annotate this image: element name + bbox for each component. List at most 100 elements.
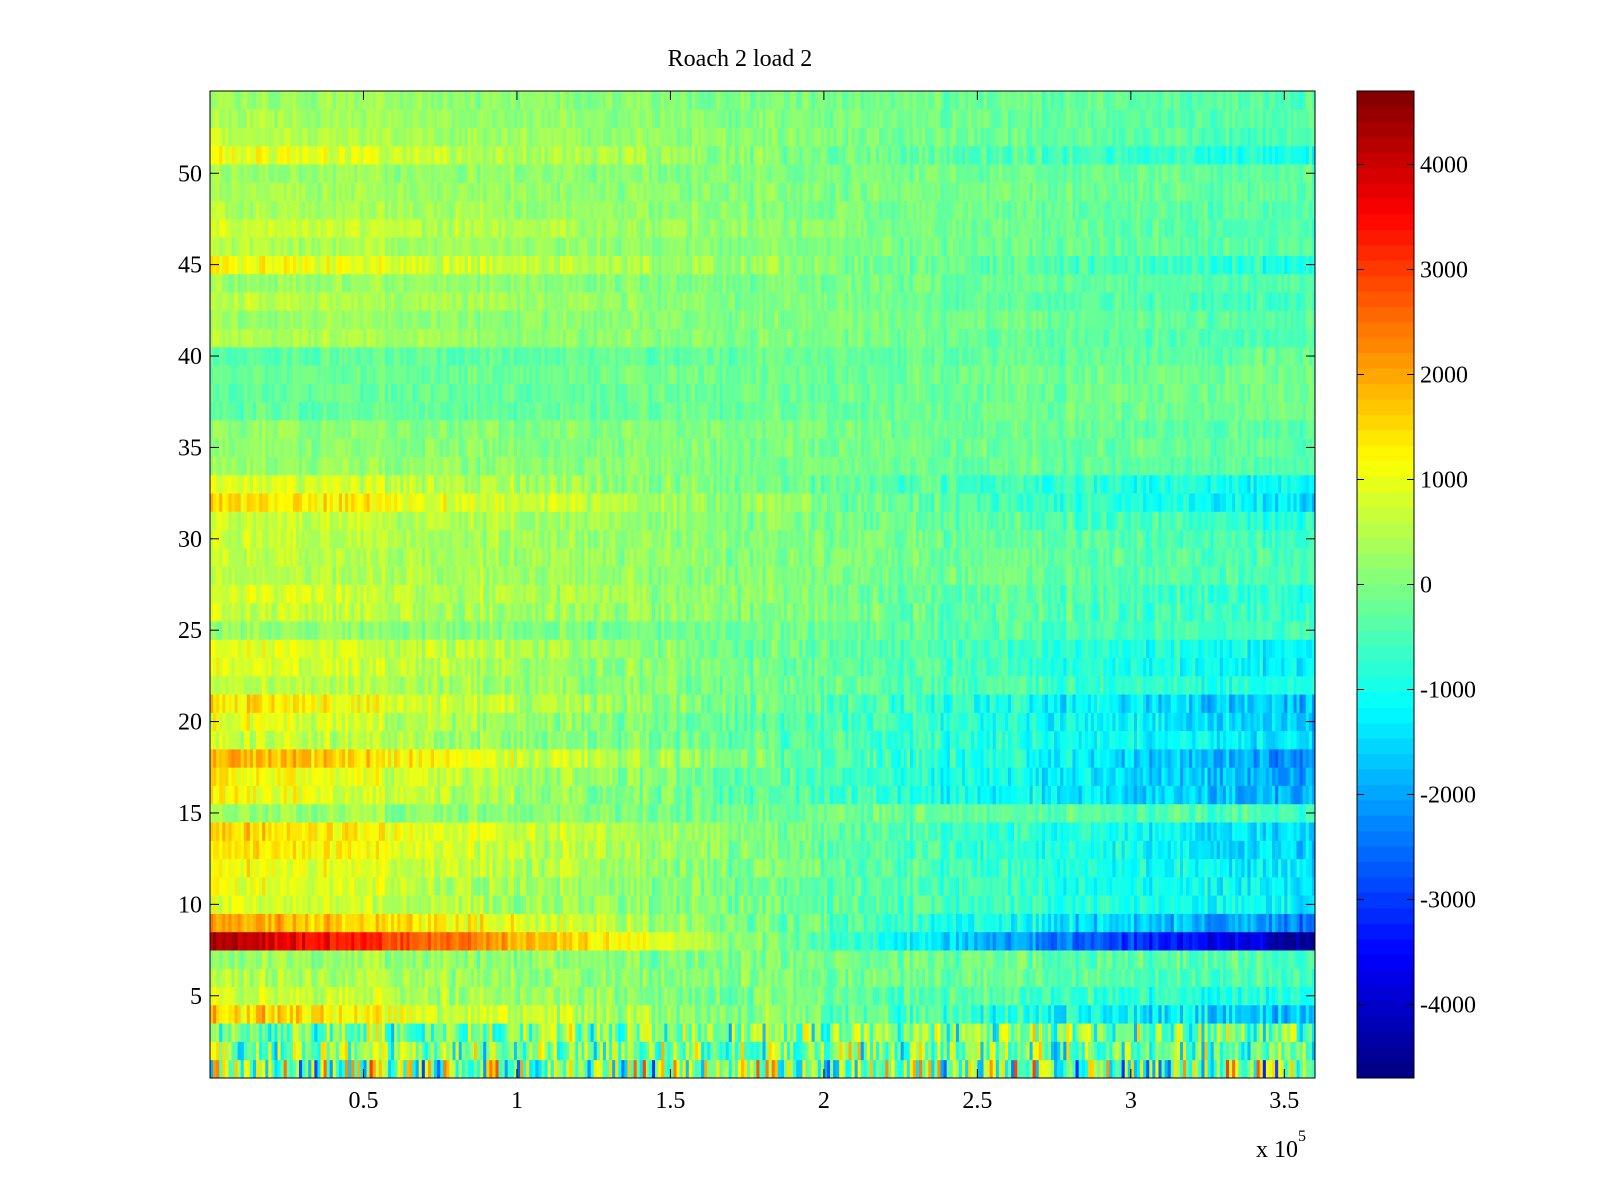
heatmap-cell [351,840,355,860]
heatmap-cell [596,968,601,988]
heatmap-cell [369,895,374,914]
heatmap-cell [1186,913,1190,933]
heatmap-cell [1222,840,1227,860]
heatmap-cell [483,1023,487,1042]
heatmap-cell [372,1059,377,1079]
heatmap-cell [1087,931,1092,951]
heatmap-cell [351,1023,355,1042]
heatmap-cell [578,876,582,896]
heatmap-cell [762,986,766,1006]
heatmap-cell [1170,895,1175,914]
heatmap-cell [946,1004,951,1024]
heatmap-cell [1032,968,1037,988]
heatmap-cell [980,895,984,914]
heatmap-cell [1121,968,1126,988]
heatmap-cell [464,1023,469,1042]
heatmap-cell [1216,1059,1221,1079]
heatmap-cell [1195,895,1199,914]
heatmap-cell [928,822,932,841]
heatmap-cell [1143,950,1147,969]
heatmap-cell [541,950,545,969]
heatmap-cell [1001,950,1006,969]
heatmap-cell [636,931,641,951]
heatmap-cell [516,931,521,951]
heatmap-cell [1173,950,1178,969]
heatmap-cell [971,968,975,988]
heatmap-cell [621,931,625,951]
heatmap-cell [271,858,275,878]
heatmap-cell [1047,913,1052,933]
heatmap-cell [744,931,748,951]
heatmap-cell [955,840,960,860]
heatmap-cell [473,858,478,878]
heatmap-cell [443,858,447,878]
heatmap-cell [1118,895,1123,914]
heatmap-cell [820,968,825,988]
heatmap-cell [320,1059,324,1079]
heatmap-cell [765,876,770,896]
heatmap-cell [826,895,831,914]
heatmap-cell [326,950,331,969]
heatmap-cell [639,1041,644,1061]
heatmap-cell [900,1004,905,1024]
heatmap-cell [1112,1059,1116,1079]
heatmap-cell [262,986,266,1006]
heatmap-cell [501,968,506,988]
heatmap-cell [369,1041,374,1061]
heatmap-cell [906,1004,911,1024]
heatmap-cell [836,1023,840,1042]
heatmap-cell [464,968,469,988]
heatmap-cell [1047,1023,1052,1042]
heatmap-cell [1158,931,1162,951]
heatmap-cell [722,858,727,878]
heatmap-cell [790,986,794,1006]
heatmap-cell [664,968,668,988]
heatmap-cell [1044,1059,1049,1079]
heatmap-cell [900,968,905,988]
heatmap-cell [572,876,576,896]
heatmap-cell [707,931,711,951]
heatmap-cell [728,931,733,951]
heatmap-cell [737,840,742,860]
heatmap-cell [725,950,730,969]
heatmap-cell [1069,931,1073,951]
heatmap-cell [400,840,404,860]
heatmap-cell [249,840,254,860]
heatmap-cell [698,1059,702,1079]
heatmap-cell [636,913,641,933]
heatmap-cell [848,858,852,878]
heatmap-cell [366,1023,371,1042]
heatmap-cell [372,968,377,988]
heatmap-cell [1069,1041,1073,1061]
heatmap-cell [1063,840,1067,860]
heatmap-cell [495,858,499,878]
heatmap-cell [814,858,819,878]
heatmap-cell [581,986,585,1006]
heatmap-cell [1290,913,1294,933]
heatmap-row [210,1041,1316,1061]
heatmap-cell [934,858,938,878]
heatmap-cell [1044,1041,1049,1061]
heatmap-cell [1035,822,1040,841]
heatmap-cell [532,822,536,841]
heatmap-cell [823,858,828,878]
heatmap-cell [633,1059,638,1079]
heatmap-cell [1296,931,1301,951]
heatmap-cell [796,1041,800,1061]
heatmap-cell [968,876,972,896]
heatmap-cell [384,913,389,933]
heatmap-cell [710,1041,714,1061]
heatmap-cell [1238,1004,1242,1024]
heatmap-cell [1262,913,1267,933]
heatmap-cell [1189,858,1193,878]
heatmap-cell [470,1041,475,1061]
heatmap-cell [992,950,997,969]
heatmap-cell [510,822,515,841]
heatmap-cell [756,1059,760,1079]
heatmap-cell [1146,840,1150,860]
heatmap-cell [869,1041,874,1061]
heatmap-cell [513,1041,518,1061]
heatmap-cell [876,895,880,914]
heatmap-row [210,1059,1316,1079]
heatmap-cell [427,1041,432,1061]
